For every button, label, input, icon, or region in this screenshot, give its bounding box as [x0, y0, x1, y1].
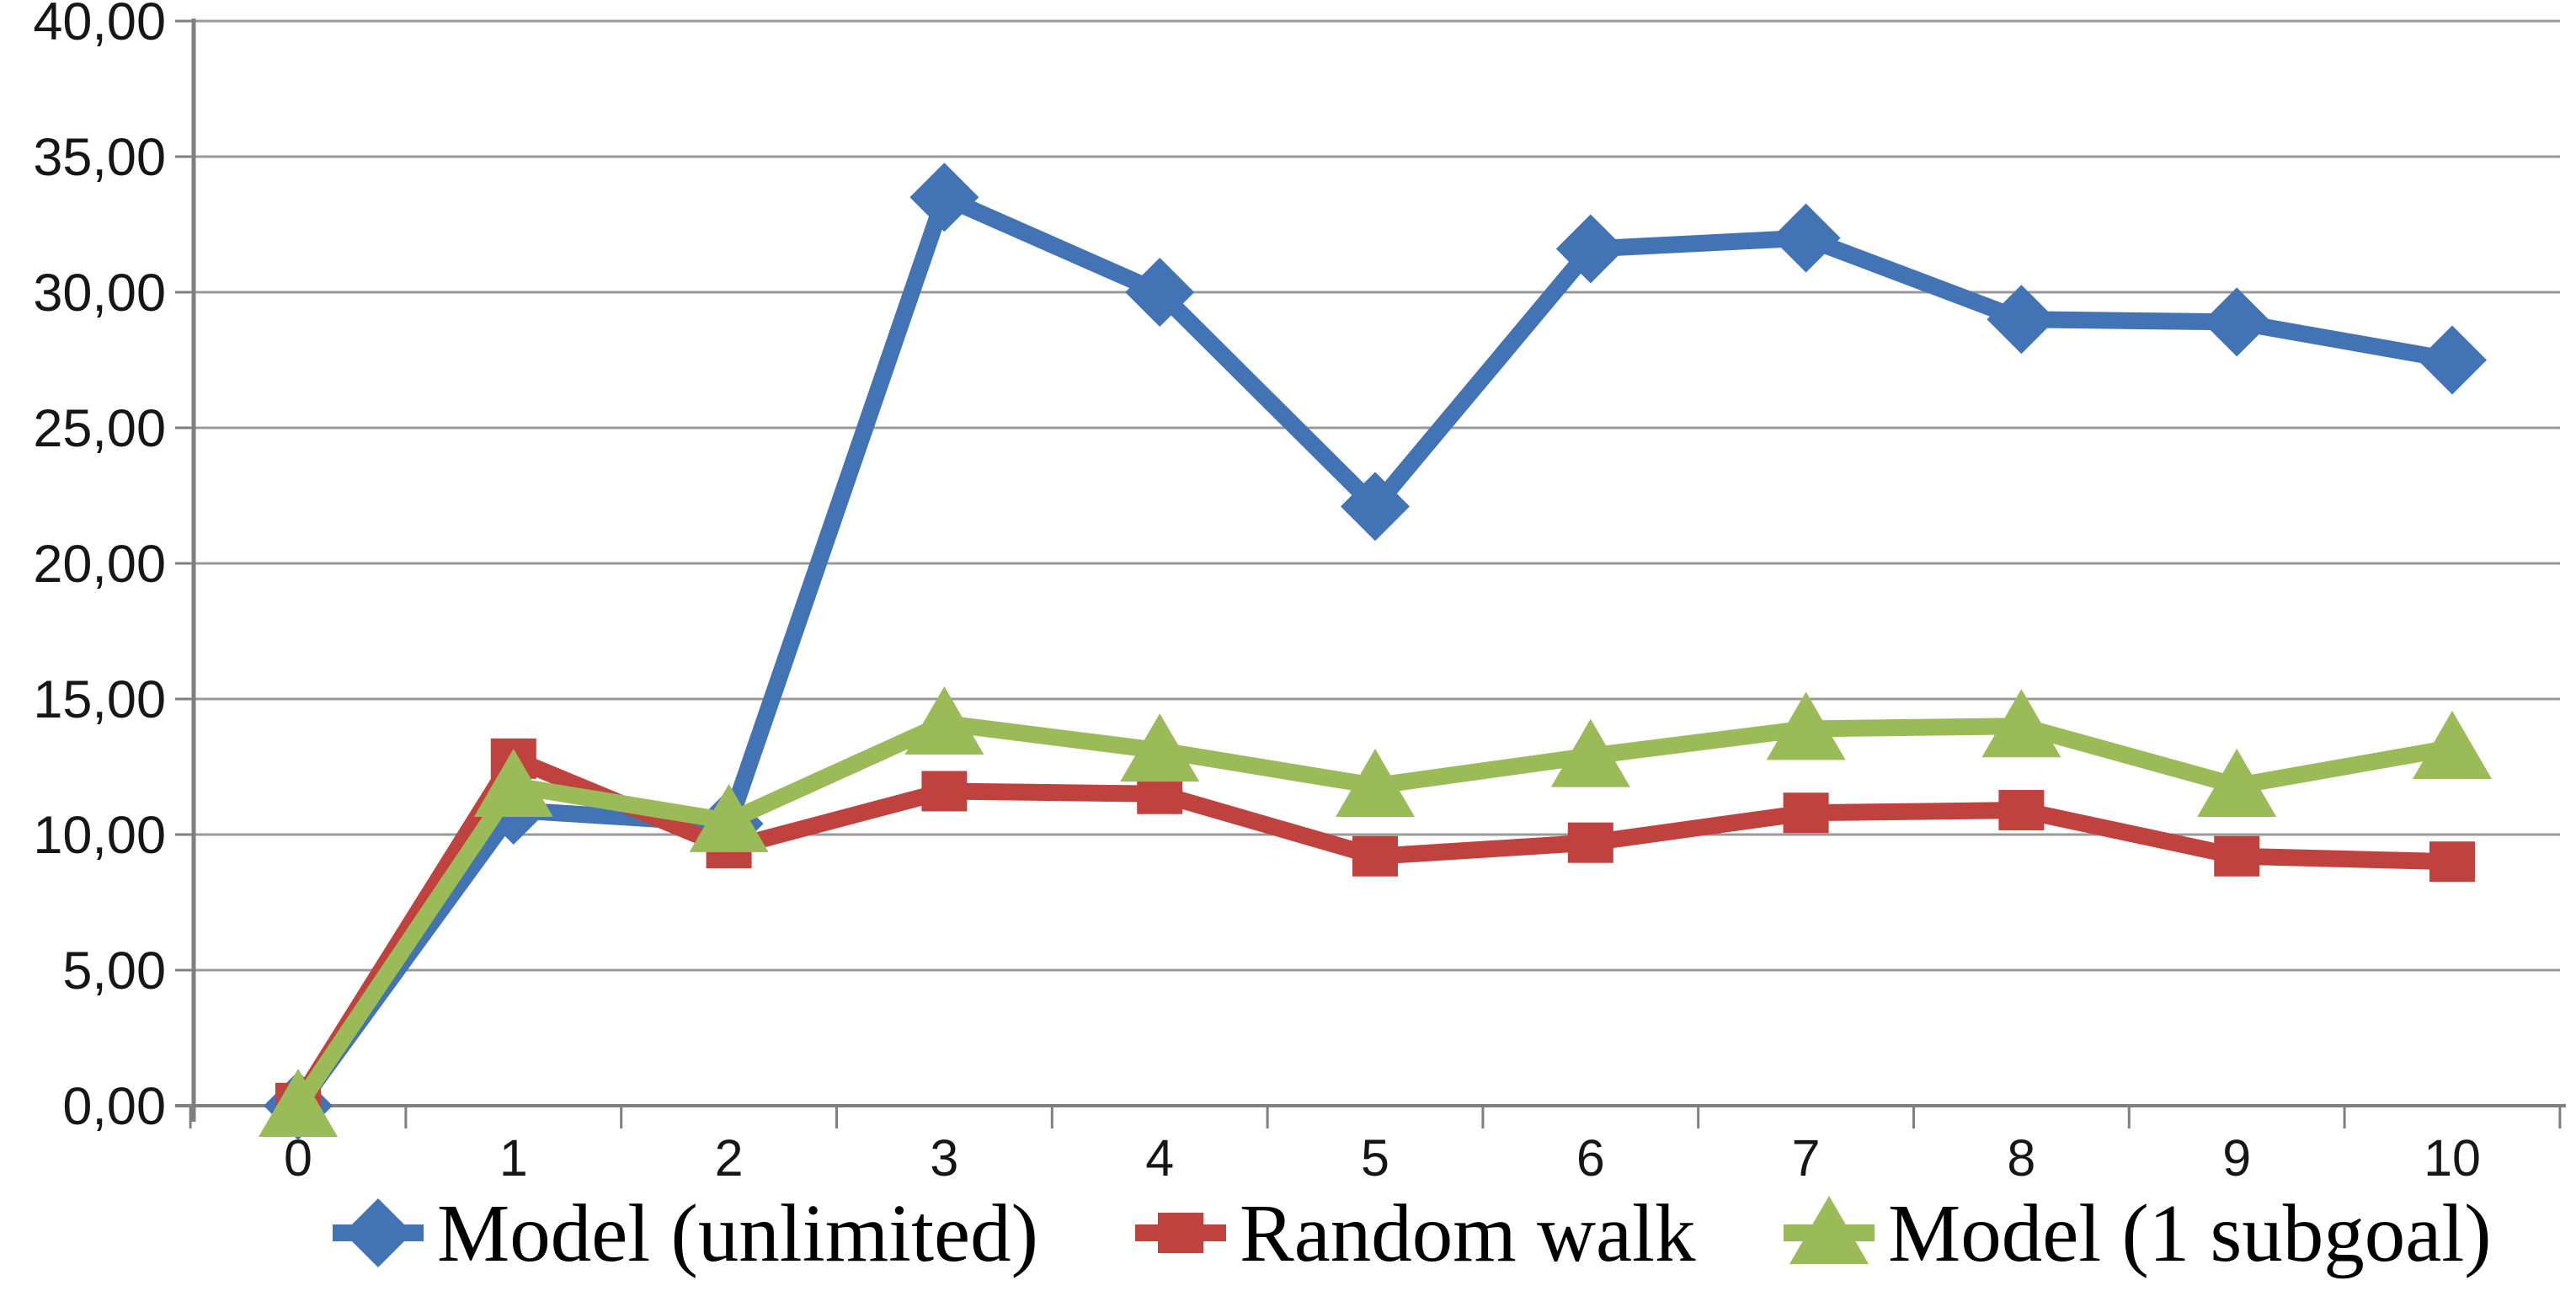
- gridlines-group: [175, 19, 2560, 972]
- series-model-1-subgoal: [259, 686, 2492, 1137]
- data-point-marker: [1125, 258, 1195, 327]
- y-tick-label: 10,00: [33, 806, 166, 865]
- x-tick-label: 5: [1361, 1129, 1389, 1187]
- data-point-marker: [2413, 710, 2492, 779]
- y-tick-label: 25,00: [33, 399, 166, 458]
- data-point-marker: [1998, 790, 2045, 831]
- y-tick-labels-group: 0,00 5,00 10,00 15,00 20,00 25,00 30,00 35,00 40…: [33, 0, 166, 1136]
- x-tick-label: 10: [2424, 1129, 2481, 1187]
- data-point-marker: [1550, 718, 1630, 787]
- x-tick-label: 7: [1792, 1129, 1821, 1187]
- x-tick-label: 3: [930, 1129, 958, 1187]
- legend: Model (unlimited) Random walk Model (1 sub…: [333, 1188, 2492, 1278]
- legend-label: Model (unlimited): [437, 1188, 1038, 1278]
- data-point-marker: [1352, 835, 1398, 877]
- data-point-marker: [1987, 285, 2056, 355]
- data-point-marker: [689, 783, 769, 852]
- y-tick-label: 5,00: [62, 942, 166, 1000]
- data-point-marker: [1783, 792, 1829, 834]
- data-point-marker: [2418, 325, 2487, 395]
- legend-triangle-icon: [1789, 1196, 1869, 1264]
- data-point-marker: [1341, 472, 1410, 541]
- legend-square-icon: [1158, 1213, 1203, 1253]
- data-point-marker: [1336, 749, 1415, 818]
- legend-item: Model (unlimited): [333, 1188, 1038, 1278]
- data-point-marker: [1981, 689, 2061, 758]
- data-point-marker: [2214, 835, 2260, 877]
- legend-item: Random walk: [1135, 1188, 1696, 1278]
- legend-diamond-icon: [344, 1198, 413, 1267]
- data-point-marker: [2202, 287, 2272, 357]
- x-tick-label: 2: [715, 1129, 744, 1187]
- data-point-marker: [1766, 691, 1846, 760]
- axes-group: [175, 19, 2566, 1128]
- data-point-marker: [2429, 841, 2475, 883]
- x-tick-label: 8: [2007, 1129, 2035, 1187]
- data-point-marker: [1120, 713, 1200, 782]
- x-tick-label: 6: [1576, 1129, 1605, 1187]
- y-tick-label: 20,00: [33, 535, 166, 594]
- y-tick-label: 15,00: [33, 670, 166, 729]
- y-tick-label: 40,00: [33, 0, 166, 51]
- x-tick-label: 1: [499, 1129, 528, 1187]
- data-point-marker: [1567, 822, 1613, 863]
- data-point-marker: [1555, 214, 1625, 284]
- x-tick-label: 4: [1145, 1129, 1174, 1187]
- data-point-marker: [1771, 203, 1841, 273]
- legend-label: Random walk: [1240, 1188, 1696, 1278]
- y-tick-label: 0,00: [62, 1077, 166, 1136]
- data-point-marker: [2197, 749, 2277, 818]
- legend-item: Model (1 subgoal): [1784, 1188, 2492, 1278]
- x-tick-labels-group: 0 1 2 3 4 5 6 7 8 9 10: [284, 1129, 2481, 1187]
- y-tick-label: 35,00: [33, 128, 166, 187]
- data-point-marker: [259, 1069, 338, 1137]
- legend-label: Model (1 subgoal): [1888, 1188, 2492, 1278]
- x-tick-label: 9: [2222, 1129, 2251, 1187]
- data-point-marker: [473, 749, 553, 818]
- data-point-marker: [904, 686, 984, 755]
- data-point-marker: [921, 771, 968, 812]
- data-point-marker: [909, 163, 979, 232]
- series-model-unlimited: [264, 163, 2487, 1140]
- y-tick-label: 30,00: [33, 264, 166, 323]
